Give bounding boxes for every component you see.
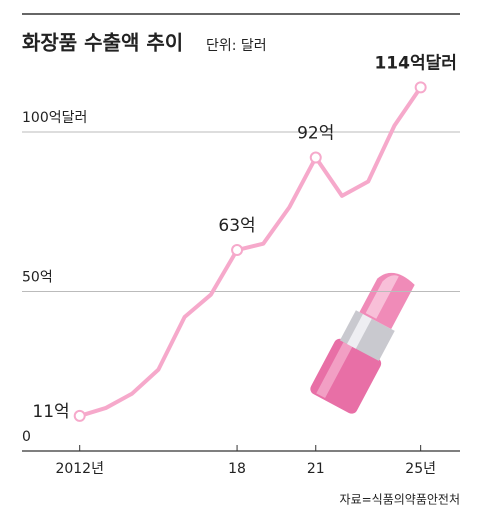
data-label: 92억 [297,124,334,144]
data-point [73,409,86,422]
chart-title: 화장품 수출액 추이 [22,31,183,55]
lipstick-illustration [310,272,415,414]
data-point [309,151,322,164]
x-tick-label: 18 [228,461,246,477]
data-label: 114억달러 [374,52,456,73]
y-tick-label: 0 [22,429,31,445]
x-tick-label: 2012년 [55,461,104,477]
data-point [231,244,244,257]
y-tick-label: 100억달러 [22,110,87,126]
data-line [79,86,423,418]
x-tick-label: 25년 [405,461,436,477]
data-label: 11억 [32,402,69,422]
y-tick-label: 50억 [22,270,53,286]
data-label: 63억 [218,216,255,236]
x-tick-label: 21 [307,461,325,477]
source: 자료=식품의약품안전처 [340,492,460,507]
data-point [414,81,427,94]
chart-subtitle: 단위: 달러 [206,38,267,54]
